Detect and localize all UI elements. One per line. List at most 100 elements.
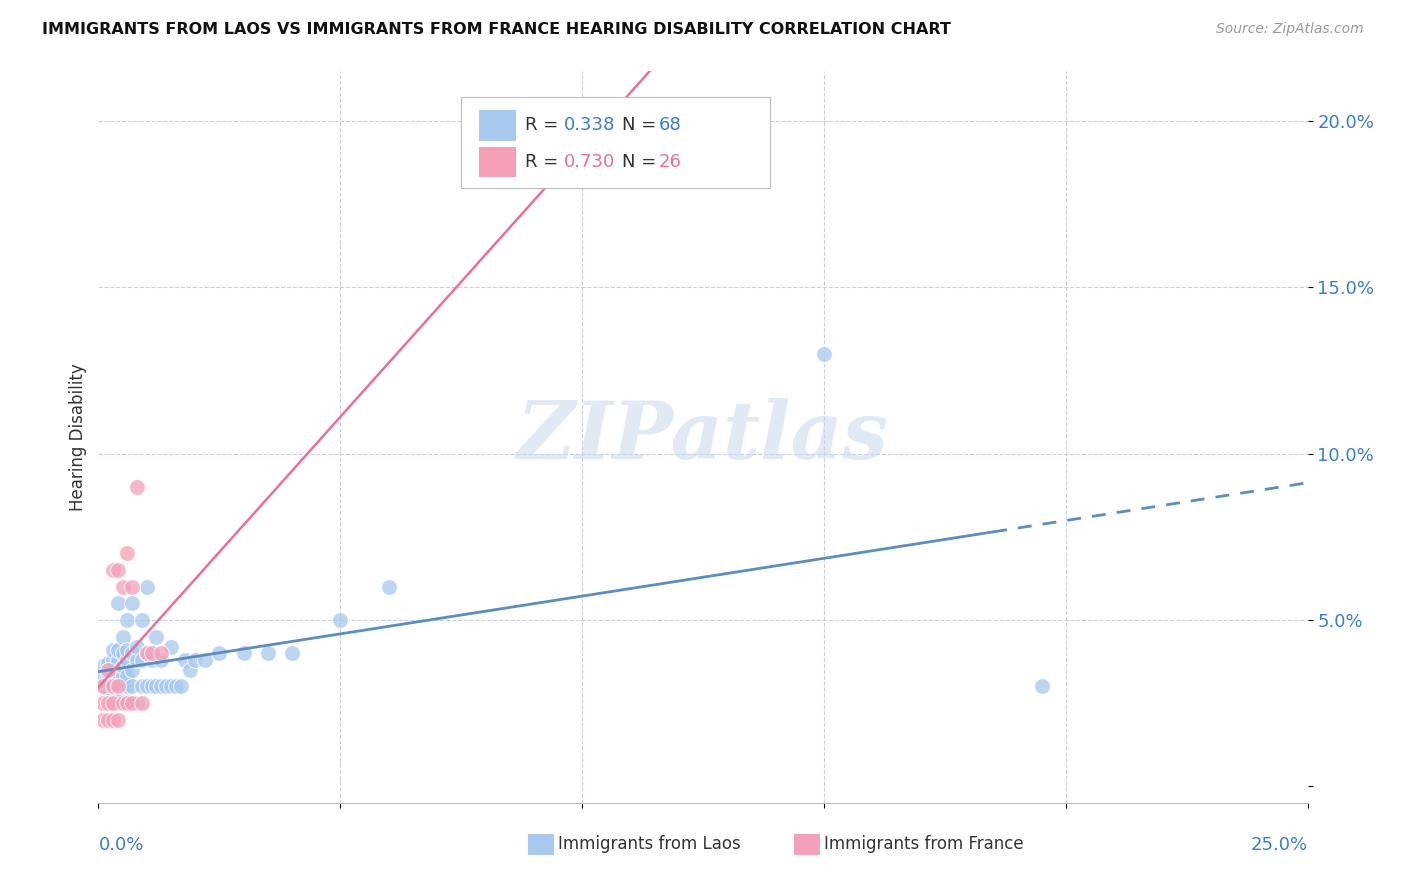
Point <box>97 686 120 700</box>
Point <box>91 669 114 683</box>
Point <box>111 580 134 594</box>
Point <box>101 680 124 694</box>
Point <box>595 114 617 128</box>
Point <box>97 663 120 677</box>
Point <box>150 653 173 667</box>
Point <box>121 580 143 594</box>
Point <box>107 680 129 694</box>
Point <box>169 680 191 694</box>
Text: N =: N = <box>621 117 662 135</box>
Point <box>111 696 134 710</box>
Point <box>281 646 304 660</box>
Point <box>121 663 143 677</box>
Point <box>160 680 183 694</box>
Point <box>101 713 124 727</box>
Point <box>111 646 134 660</box>
Point <box>160 640 183 654</box>
Point <box>232 646 254 660</box>
Point <box>256 646 278 660</box>
Point <box>111 659 134 673</box>
Point <box>101 680 124 694</box>
Point <box>127 653 149 667</box>
FancyBboxPatch shape <box>461 97 769 188</box>
Point <box>813 347 835 361</box>
Point <box>101 696 124 710</box>
Text: 68: 68 <box>658 117 681 135</box>
Text: R =: R = <box>526 153 564 171</box>
Point <box>91 680 114 694</box>
Point <box>111 690 134 704</box>
Point <box>107 653 129 667</box>
Point <box>117 680 139 694</box>
Point <box>165 680 187 694</box>
Y-axis label: Hearing Disability: Hearing Disability <box>69 363 87 511</box>
Point <box>91 696 114 710</box>
Point <box>117 696 139 710</box>
Point <box>131 653 153 667</box>
Point <box>91 659 114 673</box>
Point <box>107 666 129 681</box>
Point <box>107 696 129 710</box>
Point <box>117 546 139 560</box>
Point <box>127 480 149 494</box>
Point <box>150 646 173 660</box>
FancyBboxPatch shape <box>793 833 820 855</box>
Text: Immigrants from Laos: Immigrants from Laos <box>558 836 741 854</box>
Text: 0.730: 0.730 <box>564 153 616 171</box>
Point <box>111 630 134 644</box>
Point <box>101 669 124 683</box>
Point <box>91 713 114 727</box>
Point <box>141 680 163 694</box>
Text: Immigrants from France: Immigrants from France <box>824 836 1024 854</box>
Text: 25.0%: 25.0% <box>1250 836 1308 854</box>
Point <box>101 690 124 704</box>
Point <box>107 686 129 700</box>
Text: N =: N = <box>621 153 662 171</box>
Point <box>117 613 139 627</box>
Text: 0.0%: 0.0% <box>98 836 143 854</box>
Point <box>179 663 201 677</box>
Point <box>121 596 143 610</box>
Point <box>97 713 120 727</box>
Text: R =: R = <box>526 117 564 135</box>
Point <box>107 563 129 577</box>
Point <box>127 640 149 654</box>
Point <box>131 696 153 710</box>
FancyBboxPatch shape <box>479 146 516 178</box>
Point <box>107 676 129 690</box>
Point <box>145 680 167 694</box>
FancyBboxPatch shape <box>479 110 516 141</box>
Point <box>135 580 157 594</box>
Point <box>194 653 217 667</box>
Point <box>174 653 197 667</box>
Text: 0.338: 0.338 <box>564 117 616 135</box>
Point <box>135 680 157 694</box>
Point <box>117 696 139 710</box>
Point <box>101 659 124 673</box>
Point <box>121 680 143 694</box>
Point <box>97 696 120 710</box>
Point <box>117 653 139 667</box>
Point <box>107 643 129 657</box>
Text: 26: 26 <box>658 153 681 171</box>
Point <box>141 653 163 667</box>
Point <box>135 646 157 660</box>
Point <box>208 646 231 660</box>
Point <box>117 669 139 683</box>
Point <box>121 696 143 710</box>
Point <box>184 653 207 667</box>
Point <box>107 713 129 727</box>
Point <box>97 666 120 681</box>
Point <box>97 656 120 670</box>
Point <box>101 653 124 667</box>
Point <box>101 563 124 577</box>
Point <box>155 680 177 694</box>
Point <box>131 680 153 694</box>
FancyBboxPatch shape <box>527 833 554 855</box>
Point <box>107 596 129 610</box>
Point <box>91 680 114 694</box>
Point <box>377 580 399 594</box>
Point <box>145 630 167 644</box>
Point <box>97 676 120 690</box>
Point <box>150 680 173 694</box>
